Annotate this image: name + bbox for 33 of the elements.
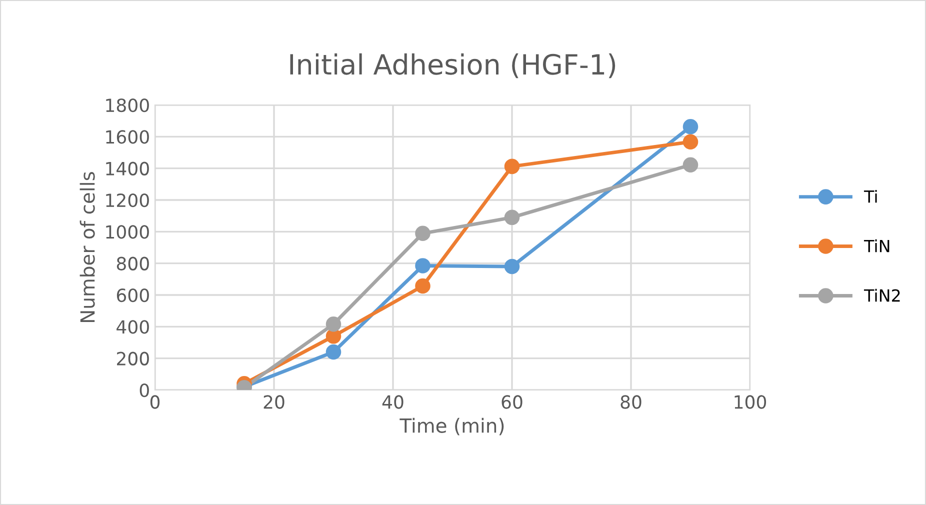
point xyxy=(326,316,342,332)
point xyxy=(504,258,520,274)
point xyxy=(415,226,430,242)
x-tick-label: 0 xyxy=(150,395,160,409)
point xyxy=(326,344,342,360)
y-tick-label: 1200 xyxy=(106,193,149,208)
y-tick-label: 400 xyxy=(116,320,149,334)
x-tick-label: 20 xyxy=(264,395,284,409)
y-tick-label: 1800 xyxy=(106,98,149,112)
y-tick-label: 1000 xyxy=(106,225,149,239)
y-tick-label: 1600 xyxy=(106,130,149,144)
x-tick-label: 100 xyxy=(734,395,766,409)
point xyxy=(504,210,520,226)
legend-label: Ti xyxy=(864,190,877,203)
point xyxy=(504,158,520,174)
y-axis-title: Number of cells xyxy=(80,172,95,322)
y-tick-label: 0 xyxy=(140,383,149,398)
chart-title: Initial Adhesion (HGF-1) xyxy=(290,53,616,78)
x-tick-label: 40 xyxy=(382,395,404,409)
x-tick-label: 80 xyxy=(620,395,642,409)
point xyxy=(682,134,698,150)
point xyxy=(682,119,698,134)
point xyxy=(682,157,698,172)
x-axis-title: Time (min) xyxy=(400,418,504,436)
y-tick-label: 1400 xyxy=(106,162,149,176)
legend-label: TiN2 xyxy=(864,288,900,302)
point xyxy=(415,258,430,274)
legend-label: TiN xyxy=(864,239,890,252)
x-tick-label: 60 xyxy=(502,395,522,409)
y-tick-label: 800 xyxy=(116,256,149,270)
y-tick-label: 600 xyxy=(116,288,149,302)
point xyxy=(415,278,430,294)
y-tick-label: 200 xyxy=(117,352,149,366)
